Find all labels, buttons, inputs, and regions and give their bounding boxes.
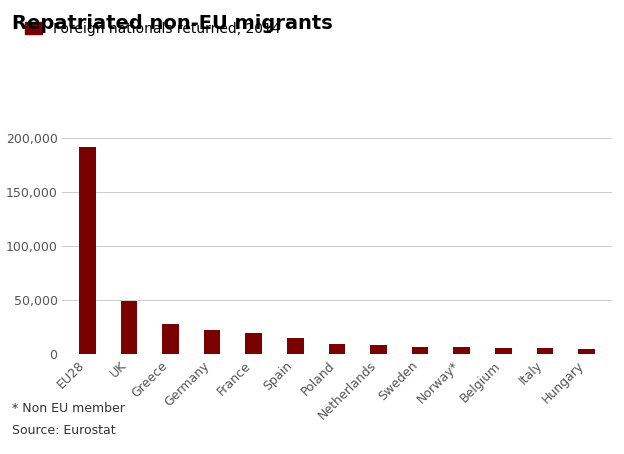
Bar	[454, 347, 470, 354]
Text: Repatriated non-EU migrants: Repatriated non-EU migrants	[12, 14, 333, 33]
Bar	[578, 349, 595, 354]
Text: Source: Eurostat: Source: Eurostat	[12, 424, 116, 438]
Bar	[204, 331, 220, 354]
Bar	[412, 346, 429, 354]
Bar	[370, 345, 387, 354]
Bar	[287, 338, 304, 354]
Bar	[537, 348, 553, 354]
Bar	[329, 345, 345, 354]
Legend: Foreign nationals returned, 2014: Foreign nationals returned, 2014	[20, 16, 286, 41]
Bar	[120, 301, 137, 354]
Text: * Non EU member: * Non EU member	[12, 402, 125, 415]
Bar	[245, 333, 262, 354]
Bar	[79, 147, 95, 354]
Bar	[162, 325, 179, 354]
Bar	[495, 348, 512, 354]
